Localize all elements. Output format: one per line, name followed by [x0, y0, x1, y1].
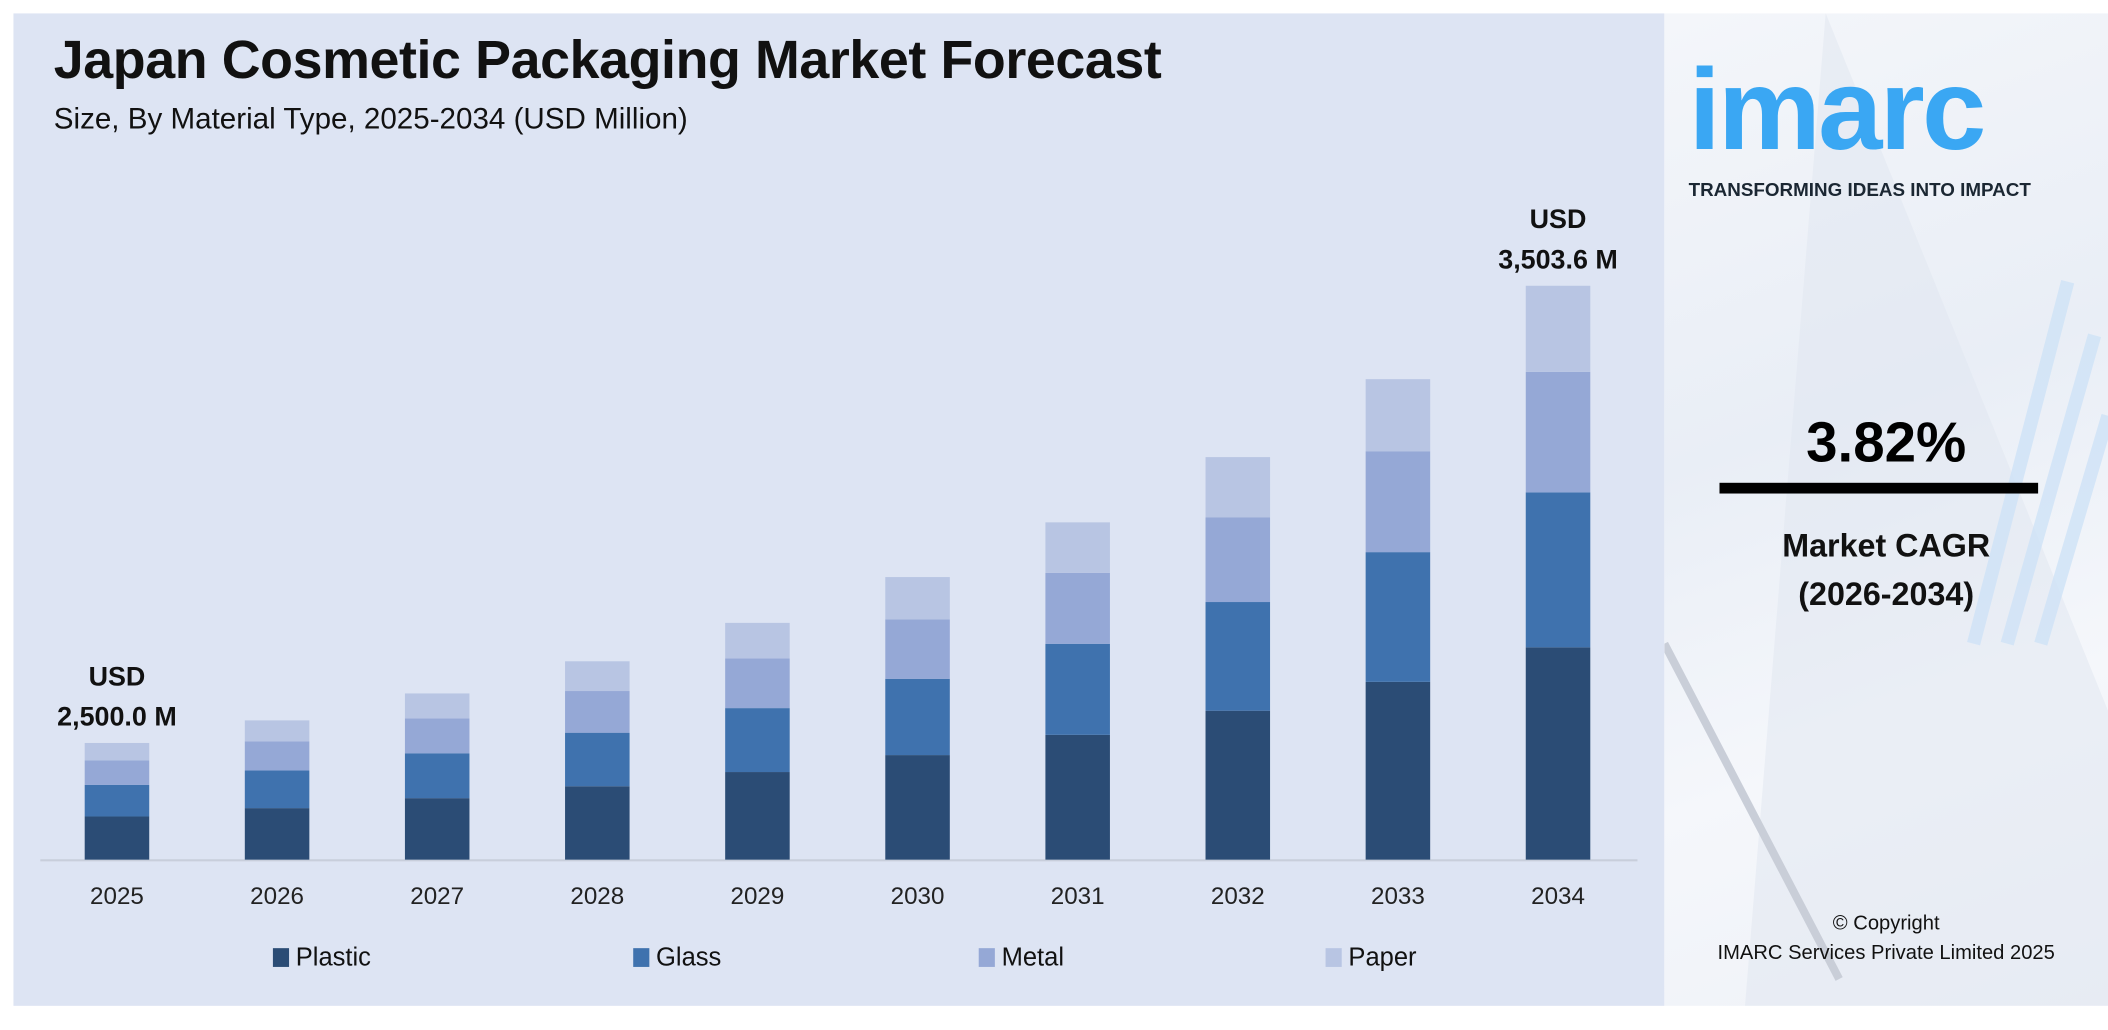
copyright: © Copyright IMARC Services Private Limit… [1664, 909, 2108, 968]
bar-glass-2026 [244, 770, 310, 809]
bar-plastic-2028 [565, 786, 630, 860]
legend-label-paper: Paper [1348, 944, 1417, 972]
legend-label-plastic: Plastic [296, 944, 371, 972]
chart-title: Japan Cosmetic Packaging Market Forecast [53, 30, 1162, 90]
x-tick-label: 2032 [1211, 883, 1265, 910]
x-tick-label: 2029 [731, 883, 785, 910]
bar-glass-2030 [885, 678, 950, 756]
cagr-divider [1719, 482, 2039, 494]
bar-plastic-2029 [725, 772, 790, 860]
sidebar: imarc TRANSFORMING IDEAS INTO IMPACT 3.8… [1664, 13, 2108, 1006]
bar-paper-2027 [404, 693, 470, 719]
bar-plastic-2032 [1205, 710, 1271, 860]
data-label-usd: USD [1530, 204, 1587, 234]
bar-glass-2033 [1365, 552, 1431, 682]
bar-metal-2032 [1205, 517, 1271, 603]
bar-paper-2026 [244, 720, 310, 742]
x-tick-label: 2027 [410, 883, 464, 910]
bar-metal-2029 [725, 658, 790, 709]
copyright-line2: IMARC Services Private Limited 2025 [1717, 941, 2055, 965]
x-tick-label: 2026 [250, 883, 304, 910]
cagr-label: Market CAGR (2026-2034) [1664, 523, 2108, 620]
bar-glass-2032 [1205, 602, 1271, 711]
bar-glass-2031 [1045, 643, 1110, 735]
x-tick-label: 2025 [90, 883, 144, 910]
legend-swatch-glass [633, 948, 650, 967]
cagr-label-text: Market CAGR [1782, 528, 1991, 565]
bar-metal-2034 [1525, 371, 1591, 493]
bar-paper-2031 [1045, 522, 1110, 573]
bar-metal-2033 [1365, 451, 1431, 553]
bar-glass-2027 [404, 753, 470, 799]
x-tick-label: 2034 [1531, 883, 1585, 910]
bar-glass-2028 [565, 732, 630, 787]
copyright-line1: © Copyright [1832, 911, 1940, 935]
x-tick-label: 2031 [1051, 883, 1105, 910]
stacked-bar-chart: 2025 USD 2,500.0 M 2026 2027 2028 2029 2030 2031… [40, 204, 1638, 972]
data-label-value: 2,500.0 M [57, 702, 177, 732]
legend-swatch-metal [978, 948, 995, 967]
bar-metal-2028 [565, 691, 630, 733]
bar-plastic-2033 [1365, 681, 1431, 860]
legend-label-metal: Metal [1002, 944, 1064, 972]
data-label-usd: USD [89, 661, 146, 691]
bar-plastic-2026 [244, 808, 310, 860]
bar-glass-2025 [84, 784, 150, 817]
bar-glass-2034 [1525, 492, 1591, 648]
bar-paper-2030 [885, 577, 950, 620]
bar-metal-2027 [404, 718, 470, 754]
cagr-value: 3.82% [1806, 410, 1967, 474]
bar-plastic-2025 [84, 816, 150, 860]
cagr-period: (2026-2034) [1798, 576, 1975, 613]
x-tick-label: 2030 [891, 883, 945, 910]
bar-glass-2029 [725, 708, 790, 773]
bar-plastic-2034 [1525, 647, 1591, 860]
background-graphic [1664, 13, 2108, 1006]
logo-tagline: TRANSFORMING IDEAS INTO IMPACT [1688, 178, 2031, 200]
bar-plastic-2031 [1045, 734, 1110, 860]
bar-metal-2025 [84, 760, 150, 785]
bar-paper-2029 [725, 622, 790, 659]
x-tick-label: 2028 [570, 883, 624, 910]
bar-paper-2034 [1525, 285, 1591, 372]
legend-swatch-plastic [272, 948, 290, 967]
legend-label-glass: Glass [656, 944, 721, 972]
imarc-logo: imarc [1688, 45, 1987, 175]
bar-paper-2025 [84, 742, 150, 761]
bar-paper-2028 [565, 661, 630, 692]
bar-metal-2031 [1045, 572, 1110, 644]
bar-metal-2026 [244, 741, 310, 771]
bar-paper-2033 [1365, 379, 1431, 452]
data-label-value: 3,503.6 M [1498, 244, 1618, 274]
x-tick-label: 2033 [1371, 883, 1425, 910]
chart-subtitle: Size, By Material Type, 2025-2034 (USD M… [53, 101, 688, 136]
bar-plastic-2030 [885, 755, 950, 860]
bar-metal-2030 [885, 619, 950, 679]
bar-paper-2032 [1205, 457, 1271, 518]
bar-plastic-2027 [404, 798, 470, 860]
legend-swatch-paper [1325, 948, 1342, 967]
